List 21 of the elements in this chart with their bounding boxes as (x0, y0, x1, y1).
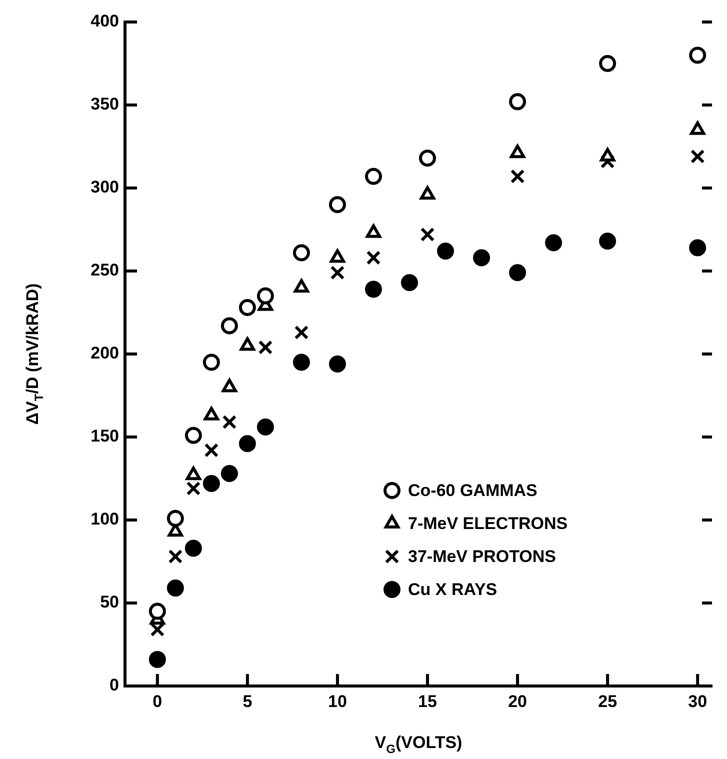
y-tick-label: 100 (90, 510, 119, 529)
x-tick-label: 25 (598, 692, 618, 711)
y-tick-label: 150 (90, 426, 119, 446)
y-tick-label: 0 (110, 676, 119, 695)
x-tick-label: 15 (418, 692, 437, 711)
x-tick-label: 5 (242, 692, 252, 711)
legend-label: Co-60 GAMMAS (408, 481, 538, 500)
x-tick-label: 30 (688, 692, 708, 711)
y-tick-label: 250 (90, 260, 119, 280)
y-tick-label: 300 (90, 178, 119, 197)
y-tick-label: 400 (90, 12, 119, 31)
x-tick-label: 0 (152, 692, 162, 711)
y-tick-label: 200 (90, 344, 119, 363)
legend-label: 7-MeV ELECTRONS (408, 514, 568, 534)
y-tick-label: 50 (100, 592, 119, 612)
x-tick-label: 20 (508, 692, 527, 711)
y-tick-label: 350 (90, 94, 119, 114)
legend-label: 37-MeV PROTONS (408, 547, 556, 566)
legend-label: Cu X RAYS (408, 580, 498, 600)
y-axis-title: ΔVT/D (mV/kRAD) (23, 283, 46, 425)
x-tick-label: 10 (328, 692, 347, 711)
